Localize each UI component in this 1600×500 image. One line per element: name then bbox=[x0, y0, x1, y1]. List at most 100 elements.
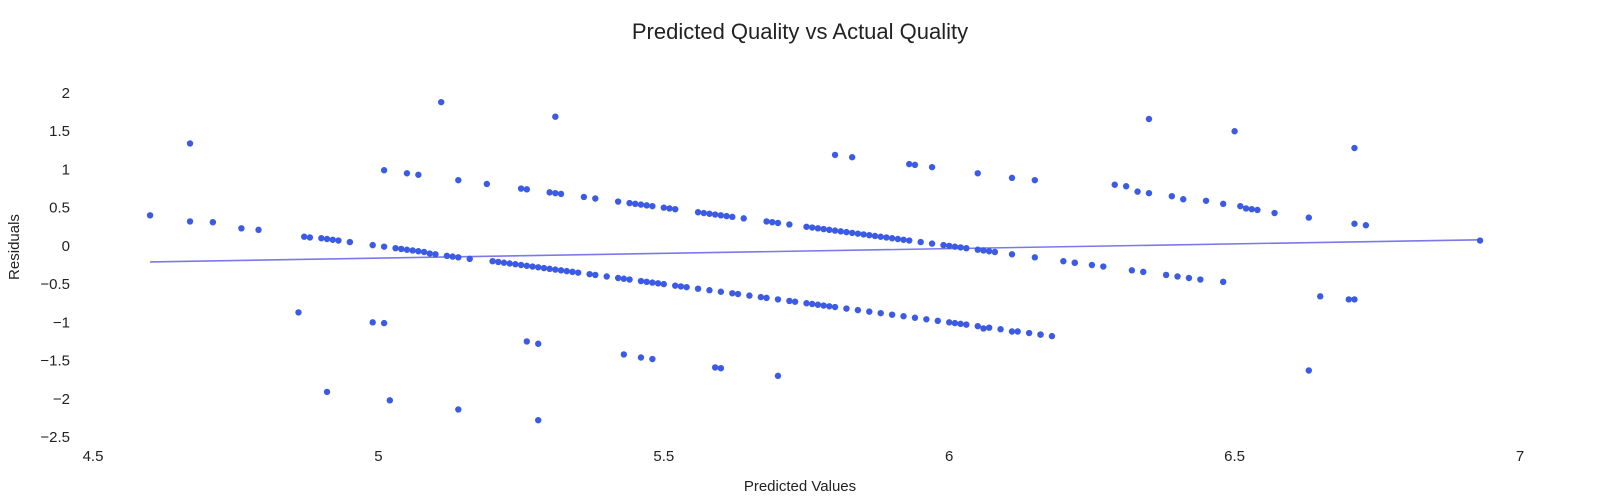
data-point bbox=[523, 262, 531, 269]
data-point bbox=[557, 190, 565, 198]
data-point bbox=[871, 232, 879, 240]
data-point bbox=[1031, 254, 1039, 261]
data-point bbox=[843, 228, 850, 236]
data-point bbox=[980, 247, 987, 254]
data-point bbox=[1345, 296, 1352, 303]
data-point bbox=[455, 254, 462, 261]
data-point bbox=[614, 274, 622, 282]
y-axis-label: Residuals bbox=[6, 214, 23, 280]
y-tick-label: −0.5 bbox=[40, 276, 70, 293]
data-point bbox=[854, 306, 862, 314]
data-point bbox=[1174, 273, 1181, 280]
data-point bbox=[934, 317, 941, 325]
data-point bbox=[700, 209, 707, 217]
data-point bbox=[1140, 268, 1147, 276]
data-point bbox=[649, 355, 656, 363]
data-point bbox=[917, 238, 924, 246]
data-point bbox=[900, 313, 907, 320]
data-point bbox=[729, 213, 736, 221]
data-point bbox=[769, 218, 776, 226]
data-point bbox=[660, 280, 667, 288]
data-point bbox=[1351, 144, 1358, 152]
data-point bbox=[963, 244, 970, 252]
data-point bbox=[552, 113, 559, 120]
data-point bbox=[951, 319, 959, 327]
x-tick-label: 6.5 bbox=[1224, 448, 1245, 465]
data-point bbox=[369, 241, 376, 249]
data-point bbox=[706, 287, 713, 294]
data-point bbox=[1060, 257, 1067, 265]
data-point bbox=[580, 193, 588, 201]
y-tick-label: 0.5 bbox=[49, 200, 70, 217]
data-point bbox=[997, 326, 1004, 333]
data-point bbox=[866, 308, 873, 315]
data-point bbox=[729, 290, 736, 297]
data-point bbox=[717, 212, 725, 219]
data-point bbox=[928, 163, 936, 171]
data-point bbox=[906, 237, 913, 244]
data-point bbox=[535, 264, 542, 271]
data-point bbox=[500, 259, 508, 266]
data-point bbox=[329, 236, 336, 243]
data-point bbox=[403, 170, 411, 177]
y-axis-ticks: 2 1.5 1 0.5 0 −0.5 −1 −1.5 −2 −2.5 bbox=[40, 85, 70, 446]
data-point bbox=[746, 292, 753, 299]
data-point bbox=[848, 229, 856, 237]
data-point bbox=[1231, 128, 1238, 135]
data-point bbox=[803, 223, 810, 230]
data-point bbox=[592, 195, 599, 202]
data-point bbox=[774, 219, 782, 227]
data-point bbox=[1071, 259, 1078, 266]
data-point bbox=[706, 210, 713, 217]
data-point bbox=[437, 98, 445, 106]
data-point bbox=[386, 397, 394, 404]
data-point bbox=[1254, 206, 1261, 214]
data-point bbox=[1237, 202, 1244, 210]
data-point bbox=[946, 242, 953, 250]
data-point bbox=[1025, 329, 1033, 337]
data-point bbox=[906, 160, 913, 168]
data-point bbox=[1219, 200, 1227, 208]
data-point bbox=[398, 245, 405, 253]
data-point bbox=[860, 231, 867, 238]
data-points bbox=[146, 98, 1484, 424]
chart-title: Predicted Quality vs Actual Quality bbox=[632, 19, 968, 44]
data-point bbox=[809, 224, 816, 231]
data-point bbox=[603, 273, 610, 280]
data-point bbox=[455, 176, 462, 184]
data-point bbox=[1008, 251, 1016, 258]
data-point bbox=[1351, 296, 1358, 303]
data-point bbox=[255, 226, 262, 234]
data-point bbox=[483, 180, 491, 188]
data-point bbox=[643, 278, 650, 286]
data-point bbox=[455, 406, 462, 413]
data-point bbox=[946, 319, 953, 326]
data-point bbox=[1145, 115, 1153, 123]
data-point bbox=[1100, 263, 1107, 270]
data-point bbox=[1145, 189, 1153, 197]
data-point bbox=[146, 212, 154, 219]
data-point bbox=[911, 161, 919, 169]
data-point bbox=[877, 309, 884, 317]
data-point bbox=[466, 255, 473, 263]
data-point bbox=[957, 320, 964, 328]
data-point bbox=[529, 263, 536, 270]
data-point bbox=[877, 233, 884, 240]
data-point bbox=[1037, 331, 1044, 338]
data-point bbox=[974, 246, 981, 253]
data-point bbox=[820, 225, 827, 233]
data-point bbox=[523, 338, 531, 345]
data-point bbox=[392, 244, 399, 252]
data-point bbox=[300, 233, 308, 240]
data-point bbox=[614, 198, 622, 205]
data-point bbox=[951, 243, 959, 250]
data-point bbox=[1128, 267, 1136, 274]
data-point bbox=[814, 225, 822, 232]
data-point bbox=[820, 302, 827, 309]
data-point bbox=[831, 227, 839, 234]
data-point bbox=[654, 280, 662, 287]
data-point bbox=[985, 324, 993, 331]
data-point bbox=[318, 235, 325, 242]
data-point bbox=[1185, 274, 1193, 282]
x-tick-label: 4.5 bbox=[83, 448, 104, 465]
